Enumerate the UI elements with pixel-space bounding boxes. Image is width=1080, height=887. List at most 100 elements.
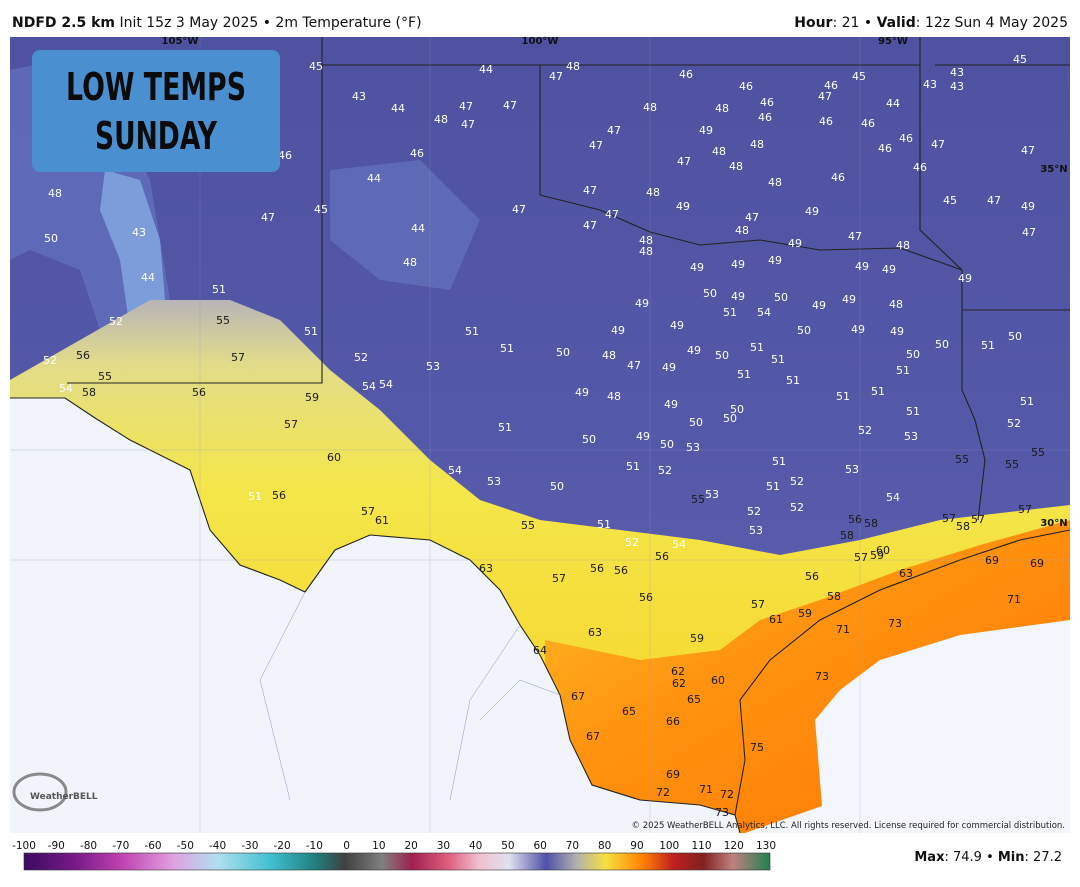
station-temp: 49 xyxy=(842,293,856,306)
station-temp: 46 xyxy=(819,115,833,128)
station-temp: 46 xyxy=(758,111,772,124)
station-temp: 49 xyxy=(635,297,649,310)
station-temp: 49 xyxy=(575,386,589,399)
station-temp: 55 xyxy=(521,519,535,532)
station-temp: 53 xyxy=(426,360,440,373)
scale-tick-label: 10 xyxy=(372,840,385,852)
station-temp: 47 xyxy=(261,211,275,224)
max-label: Max xyxy=(914,850,945,865)
station-temp: 46 xyxy=(760,96,774,109)
station-temp: 47 xyxy=(987,194,1001,207)
station-temp: 53 xyxy=(487,475,501,488)
station-temp: 56 xyxy=(655,550,669,563)
min: : 27.2 xyxy=(1025,850,1062,865)
stats: Max: 74.9 • Min: 27.2 xyxy=(914,850,1062,865)
station-temp: 49 xyxy=(958,272,972,285)
logo-mark xyxy=(12,772,68,812)
scale-tick-label: -20 xyxy=(274,840,291,852)
station-temp: 73 xyxy=(888,617,902,630)
station-temp: 52 xyxy=(625,536,639,549)
station-temp: 48 xyxy=(602,349,616,362)
scale-tick-label: 50 xyxy=(501,840,514,852)
station-temp: 56 xyxy=(848,513,862,526)
station-temp: 51 xyxy=(465,325,479,338)
station-temp: 45 xyxy=(1013,53,1027,66)
station-temp: 50 xyxy=(582,433,596,446)
station-temp: 49 xyxy=(1021,200,1035,213)
station-temp: 72 xyxy=(656,786,670,799)
station-temp: 46 xyxy=(831,171,845,184)
station-temp: 56 xyxy=(614,564,628,577)
latitude-label: 30°N xyxy=(1040,518,1067,529)
station-temp: 54 xyxy=(379,378,393,391)
station-temp: 56 xyxy=(805,570,819,583)
station-temp: 50 xyxy=(797,324,811,337)
station-temp: 48 xyxy=(48,187,62,200)
station-temp: 58 xyxy=(827,590,841,603)
hour-label: Hour xyxy=(794,15,832,31)
scale-tick-label: 90 xyxy=(630,840,643,852)
station-temp: 71 xyxy=(1007,593,1021,606)
station-temp: 58 xyxy=(82,386,96,399)
station-temp: 50 xyxy=(723,412,737,425)
scale-tick-label: 70 xyxy=(566,840,579,852)
station-temp: 49 xyxy=(882,263,896,276)
station-temp: 66 xyxy=(666,715,680,728)
station-temp: 47 xyxy=(931,138,945,151)
map xyxy=(10,37,1071,834)
station-temp: 57 xyxy=(552,572,566,585)
scale-tick-label: -40 xyxy=(209,840,226,852)
scale-tick-label: 40 xyxy=(469,840,482,852)
station-temp: 49 xyxy=(699,124,713,137)
station-temp: 53 xyxy=(749,524,763,537)
station-temp: 49 xyxy=(890,325,904,338)
station-temp: 60 xyxy=(876,544,890,557)
station-temp: 48 xyxy=(735,224,749,237)
station-temp: 52 xyxy=(790,475,804,488)
title-line: SUNDAY xyxy=(95,114,217,158)
station-temp: 51 xyxy=(1020,395,1034,408)
station-temp: 44 xyxy=(141,271,155,284)
station-temp: 48 xyxy=(646,186,660,199)
station-temp: 47 xyxy=(583,219,597,232)
station-temp: 46 xyxy=(679,68,693,81)
station-temp: 57 xyxy=(854,551,868,564)
station-temp: 62 xyxy=(671,665,685,678)
station-temp: 49 xyxy=(662,361,676,374)
station-temp: 48 xyxy=(729,160,743,173)
station-temp: 47 xyxy=(745,211,759,224)
station-temp: 52 xyxy=(43,354,57,367)
station-temp: 49 xyxy=(611,324,625,337)
station-temp: 48 xyxy=(715,102,729,115)
station-temp: 63 xyxy=(479,562,493,575)
station-temp: 49 xyxy=(805,205,819,218)
station-temp: 47 xyxy=(848,230,862,243)
station-temp: 53 xyxy=(904,430,918,443)
scale-tick-label: -90 xyxy=(48,840,65,852)
station-temp: 45 xyxy=(943,194,957,207)
station-temp: 55 xyxy=(98,370,112,383)
scale-tick-label: -50 xyxy=(177,840,194,852)
station-temp: 47 xyxy=(677,155,691,168)
station-temp: 61 xyxy=(769,613,783,626)
station-temp: 47 xyxy=(627,359,641,372)
model: NDFD 2.5 km xyxy=(12,15,115,31)
station-temp: 43 xyxy=(132,226,146,239)
station-temp: 51 xyxy=(836,390,850,403)
county-lines xyxy=(10,37,1070,833)
station-temp: 49 xyxy=(664,398,678,411)
station-temp: 57 xyxy=(231,351,245,364)
station-temp: 49 xyxy=(855,260,869,273)
station-temp: 56 xyxy=(639,591,653,604)
station-temp: 52 xyxy=(658,464,672,477)
subtitle: Init 15z 3 May 2025 • 2m Temperature (°F… xyxy=(119,15,421,31)
station-temp: 54 xyxy=(59,382,73,395)
station-temp: 45 xyxy=(314,203,328,216)
station-temp: 60 xyxy=(327,451,341,464)
station-temp: 55 xyxy=(1005,458,1019,471)
station-temp: 53 xyxy=(705,488,719,501)
station-temp: 50 xyxy=(44,232,58,245)
station-temp: 75 xyxy=(750,741,764,754)
station-temp: 47 xyxy=(459,100,473,113)
